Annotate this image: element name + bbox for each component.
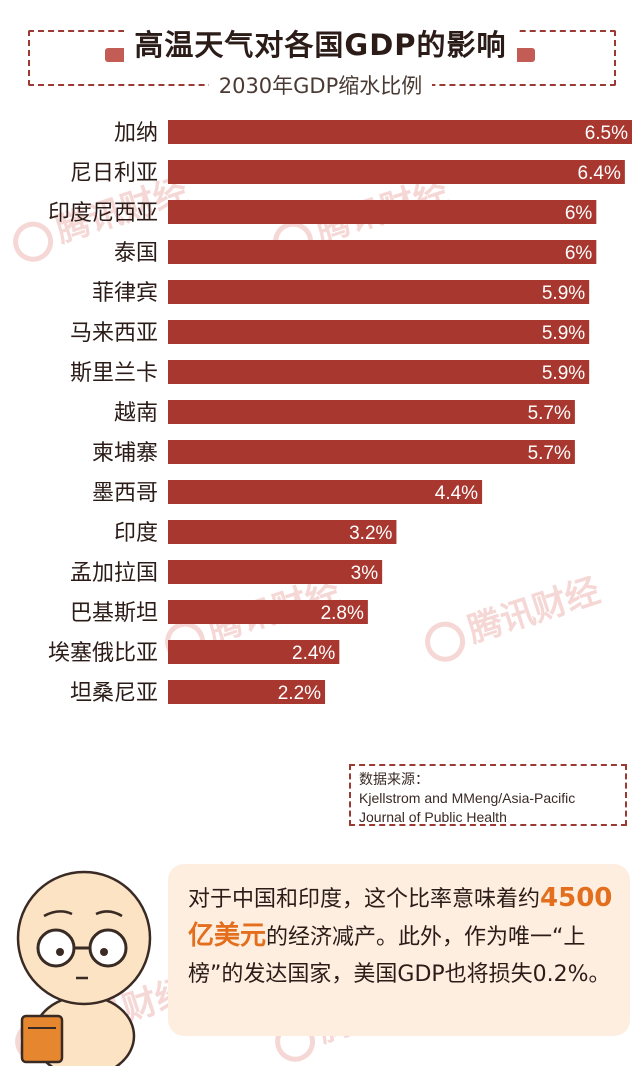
category-label: 印度尼西亚 <box>48 201 158 226</box>
category-label: 斯里兰卡 <box>70 361 158 386</box>
category-label: 印度 <box>114 521 158 546</box>
category-label: 坦桑尼亚 <box>70 681 158 706</box>
category-label: 加纳 <box>114 121 158 146</box>
category-label: 孟加拉国 <box>70 561 158 586</box>
source-label: 数据来源： <box>359 771 429 787</box>
bar <box>168 680 326 704</box>
value-label: 5.9% <box>542 363 585 384</box>
source-line-1: Kjellstrom and MMeng/Asia-Pacific <box>359 790 576 806</box>
value-label: 3% <box>351 563 379 584</box>
note-text-part2: 的经济减产。此外，作为唯一“上榜”的发达国家，美国GDP也将损失0.2%。 <box>188 925 611 987</box>
chart-subtitle-wrap: 2030年GDP缩水比例 <box>0 70 641 100</box>
bar <box>168 240 597 264</box>
bar <box>168 200 597 224</box>
value-label: 2.8% <box>321 603 364 624</box>
value-label: 6% <box>565 203 593 224</box>
bar <box>168 640 340 664</box>
category-label: 巴基斯坦 <box>70 601 158 626</box>
bar <box>168 160 625 184</box>
chart-subtitle: 2030年GDP缩水比例 <box>208 74 433 98</box>
note-emphasis: 4500亿美元 <box>188 883 613 951</box>
bar <box>168 400 575 424</box>
value-label: 2.2% <box>278 683 321 704</box>
bar <box>168 360 590 384</box>
bar <box>168 440 575 464</box>
value-label: 2.4% <box>292 643 335 664</box>
cartoon-character-icon <box>16 870 152 1066</box>
value-label: 6.4% <box>578 163 621 184</box>
bar <box>168 280 590 304</box>
source-box: 数据来源： Kjellstrom and MMeng/Asia-Pacific … <box>349 764 627 826</box>
value-label: 5.9% <box>542 283 585 304</box>
bar <box>168 320 590 344</box>
bar <box>168 480 483 504</box>
category-label: 越南 <box>114 401 158 426</box>
bar <box>168 520 397 544</box>
value-label: 5.9% <box>542 323 585 344</box>
category-label: 尼日利亚 <box>70 161 158 186</box>
category-label: 埃塞俄比亚 <box>48 641 158 666</box>
category-label: 柬埔寨 <box>92 441 158 466</box>
chart-title: 高温天气对各国GDP的影响 <box>124 28 517 62</box>
chart-title-wrap: 高温天气对各国GDP的影响 <box>0 22 641 64</box>
bar <box>168 600 368 624</box>
category-label: 马来西亚 <box>70 321 158 346</box>
category-label: 泰国 <box>114 241 158 266</box>
note-text-part1: 对于中国和印度，这个比率意味着约 <box>188 887 541 912</box>
source-line-2: Journal of Public Health <box>359 809 507 825</box>
note-box: 对于中国和印度，这个比率意味着约4500亿美元的经济减产。此外，作为唯一“上榜”… <box>168 864 630 1036</box>
value-label: 6% <box>565 243 593 264</box>
bar <box>168 560 383 584</box>
value-label: 4.4% <box>435 483 478 504</box>
category-label: 墨西哥 <box>92 481 158 506</box>
value-label: 3.2% <box>349 523 392 544</box>
value-label: 6.5% <box>585 123 628 144</box>
value-label: 5.7% <box>528 403 571 424</box>
note-text: 对于中国和印度，这个比率意味着约4500亿美元的经济减产。此外，作为唯一“上榜”… <box>188 880 618 993</box>
bar <box>168 120 632 144</box>
category-label: 菲律宾 <box>92 281 158 306</box>
value-label: 5.7% <box>528 443 571 464</box>
bar-chart: 加纳 6.5% 尼日利亚 6.4% 印度尼西亚 6% 泰国 6% 菲律宾 5.9% 马来西亚 5.9%… <box>48 120 632 706</box>
